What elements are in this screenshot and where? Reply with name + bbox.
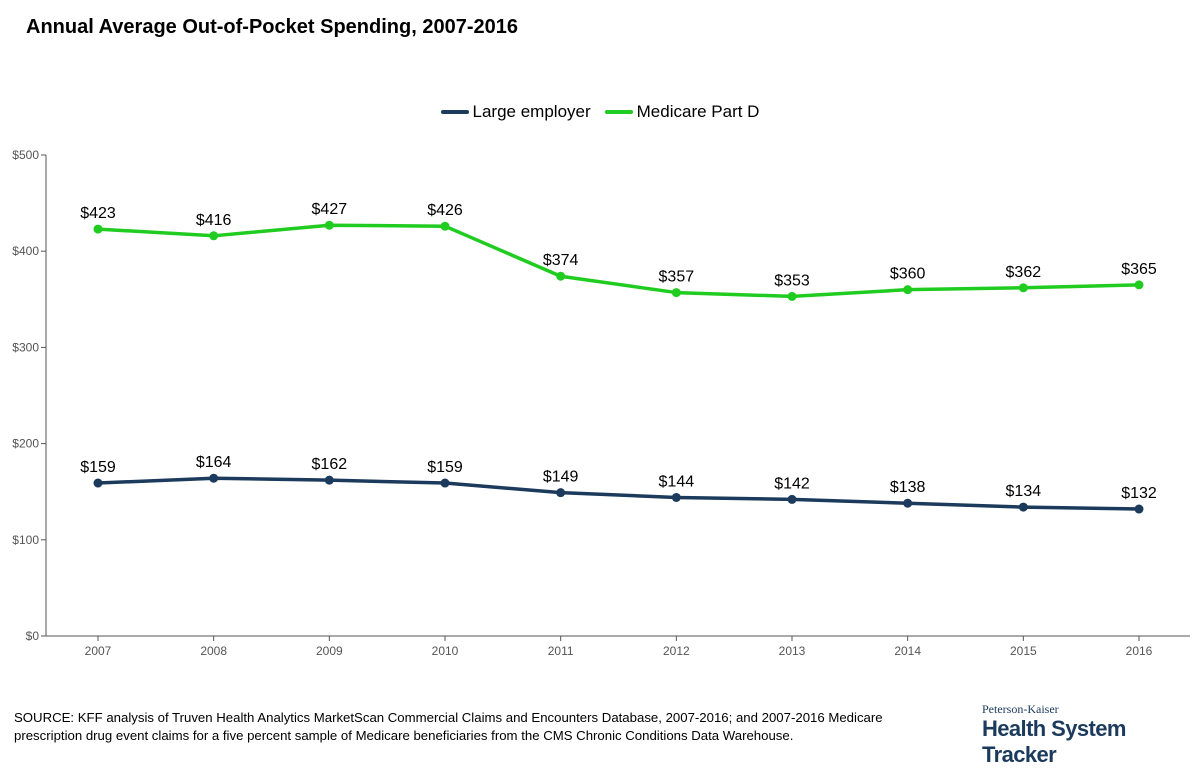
data-label-medicare-part-d: $423 bbox=[80, 205, 116, 222]
data-point-large-employer bbox=[440, 478, 450, 488]
logo-top-text: Peterson-Kaiser bbox=[982, 702, 1059, 716]
x-tick-label: 2013 bbox=[779, 644, 806, 658]
legend-item-large-employer: Large employer bbox=[440, 102, 591, 122]
x-tick-label: 2016 bbox=[1126, 644, 1153, 658]
data-point-large-employer bbox=[903, 498, 913, 508]
x-tick-label: 2014 bbox=[894, 644, 921, 658]
data-label-medicare-part-d: $416 bbox=[196, 212, 232, 229]
data-point-large-employer bbox=[93, 478, 103, 488]
data-label-large-employer: $164 bbox=[196, 454, 232, 471]
data-point-medicare-part-d bbox=[903, 285, 913, 295]
data-label-large-employer: $162 bbox=[312, 456, 348, 473]
data-point-medicare-part-d bbox=[93, 224, 103, 234]
legend-item-medicare-part-d: Medicare Part D bbox=[604, 102, 760, 122]
data-label-medicare-part-d: $426 bbox=[427, 202, 463, 219]
data-point-medicare-part-d bbox=[209, 231, 219, 241]
x-tick-label: 2009 bbox=[316, 644, 343, 658]
data-label-medicare-part-d: $360 bbox=[890, 266, 926, 283]
data-point-large-employer bbox=[1134, 504, 1144, 514]
y-tick-label: $0 bbox=[26, 629, 40, 643]
data-point-medicare-part-d bbox=[324, 220, 334, 230]
y-tick-label: $300 bbox=[12, 340, 39, 354]
chart-title: Annual Average Out-of-Pocket Spending, 2… bbox=[26, 16, 518, 38]
data-point-large-employer bbox=[1018, 502, 1028, 512]
series-line-large-employer bbox=[96, 476, 1141, 511]
data-label-medicare-part-d: $353 bbox=[774, 272, 810, 289]
data-label-medicare-part-d: $357 bbox=[659, 269, 695, 286]
data-label-large-employer: $138 bbox=[890, 479, 926, 496]
x-tick-label: 2008 bbox=[200, 644, 227, 658]
data-point-medicare-part-d bbox=[1018, 283, 1028, 293]
data-label-medicare-part-d: $365 bbox=[1121, 261, 1157, 278]
chart-legend: Large employer Medicare Part D bbox=[0, 102, 1200, 122]
data-label-large-employer: $132 bbox=[1121, 485, 1157, 502]
data-point-large-employer bbox=[787, 494, 797, 504]
x-tick-label: 2007 bbox=[85, 644, 112, 658]
data-label-large-employer: $159 bbox=[80, 459, 116, 476]
data-label-large-employer: $159 bbox=[427, 459, 463, 476]
y-tick-label: $100 bbox=[12, 533, 39, 547]
x-tick-label: 2012 bbox=[663, 644, 690, 658]
data-point-medicare-part-d bbox=[556, 271, 566, 281]
legend-label-large-employer: Large employer bbox=[472, 102, 591, 121]
y-tick-label: $200 bbox=[12, 437, 39, 451]
brand-logo: Peterson-Kaiser Health System Tracker bbox=[982, 702, 1182, 768]
data-label-large-employer: $149 bbox=[543, 469, 579, 486]
x-tick-label: 2010 bbox=[432, 644, 459, 658]
data-label-medicare-part-d: $374 bbox=[543, 252, 579, 269]
legend-swatch-large-employer bbox=[440, 110, 469, 114]
data-label-medicare-part-d: $427 bbox=[312, 201, 348, 218]
data-point-medicare-part-d bbox=[671, 288, 681, 298]
data-label-large-employer: $134 bbox=[1006, 483, 1042, 500]
logo-main-text: Health System Tracker bbox=[982, 716, 1126, 767]
data-point-large-employer bbox=[556, 488, 566, 498]
legend-swatch-medicare-part-d bbox=[604, 110, 633, 114]
data-label-large-employer: $142 bbox=[774, 475, 810, 492]
source-note: SOURCE: KFF analysis of Truven Health An… bbox=[14, 710, 883, 743]
data-point-medicare-part-d bbox=[1134, 280, 1144, 290]
data-point-large-employer bbox=[671, 492, 681, 502]
data-label-large-employer: $144 bbox=[659, 473, 695, 490]
data-point-large-employer bbox=[209, 473, 219, 483]
line-chart: $0 $100 $200 $300 $400 $500 2007 2008 2009 2010 20… bbox=[12, 148, 1190, 658]
y-tick-label: $500 bbox=[12, 148, 39, 162]
x-tick-label: 2015 bbox=[1010, 644, 1037, 658]
x-tick-label: 2011 bbox=[548, 644, 574, 658]
data-label-medicare-part-d: $362 bbox=[1006, 264, 1042, 281]
data-point-medicare-part-d bbox=[787, 291, 797, 301]
data-point-medicare-part-d bbox=[440, 221, 450, 231]
data-point-large-employer bbox=[324, 475, 334, 485]
series-line-medicare-part-d bbox=[96, 223, 1141, 299]
y-tick-label: $400 bbox=[12, 244, 39, 258]
legend-label-medicare-part-d: Medicare Part D bbox=[636, 102, 760, 121]
